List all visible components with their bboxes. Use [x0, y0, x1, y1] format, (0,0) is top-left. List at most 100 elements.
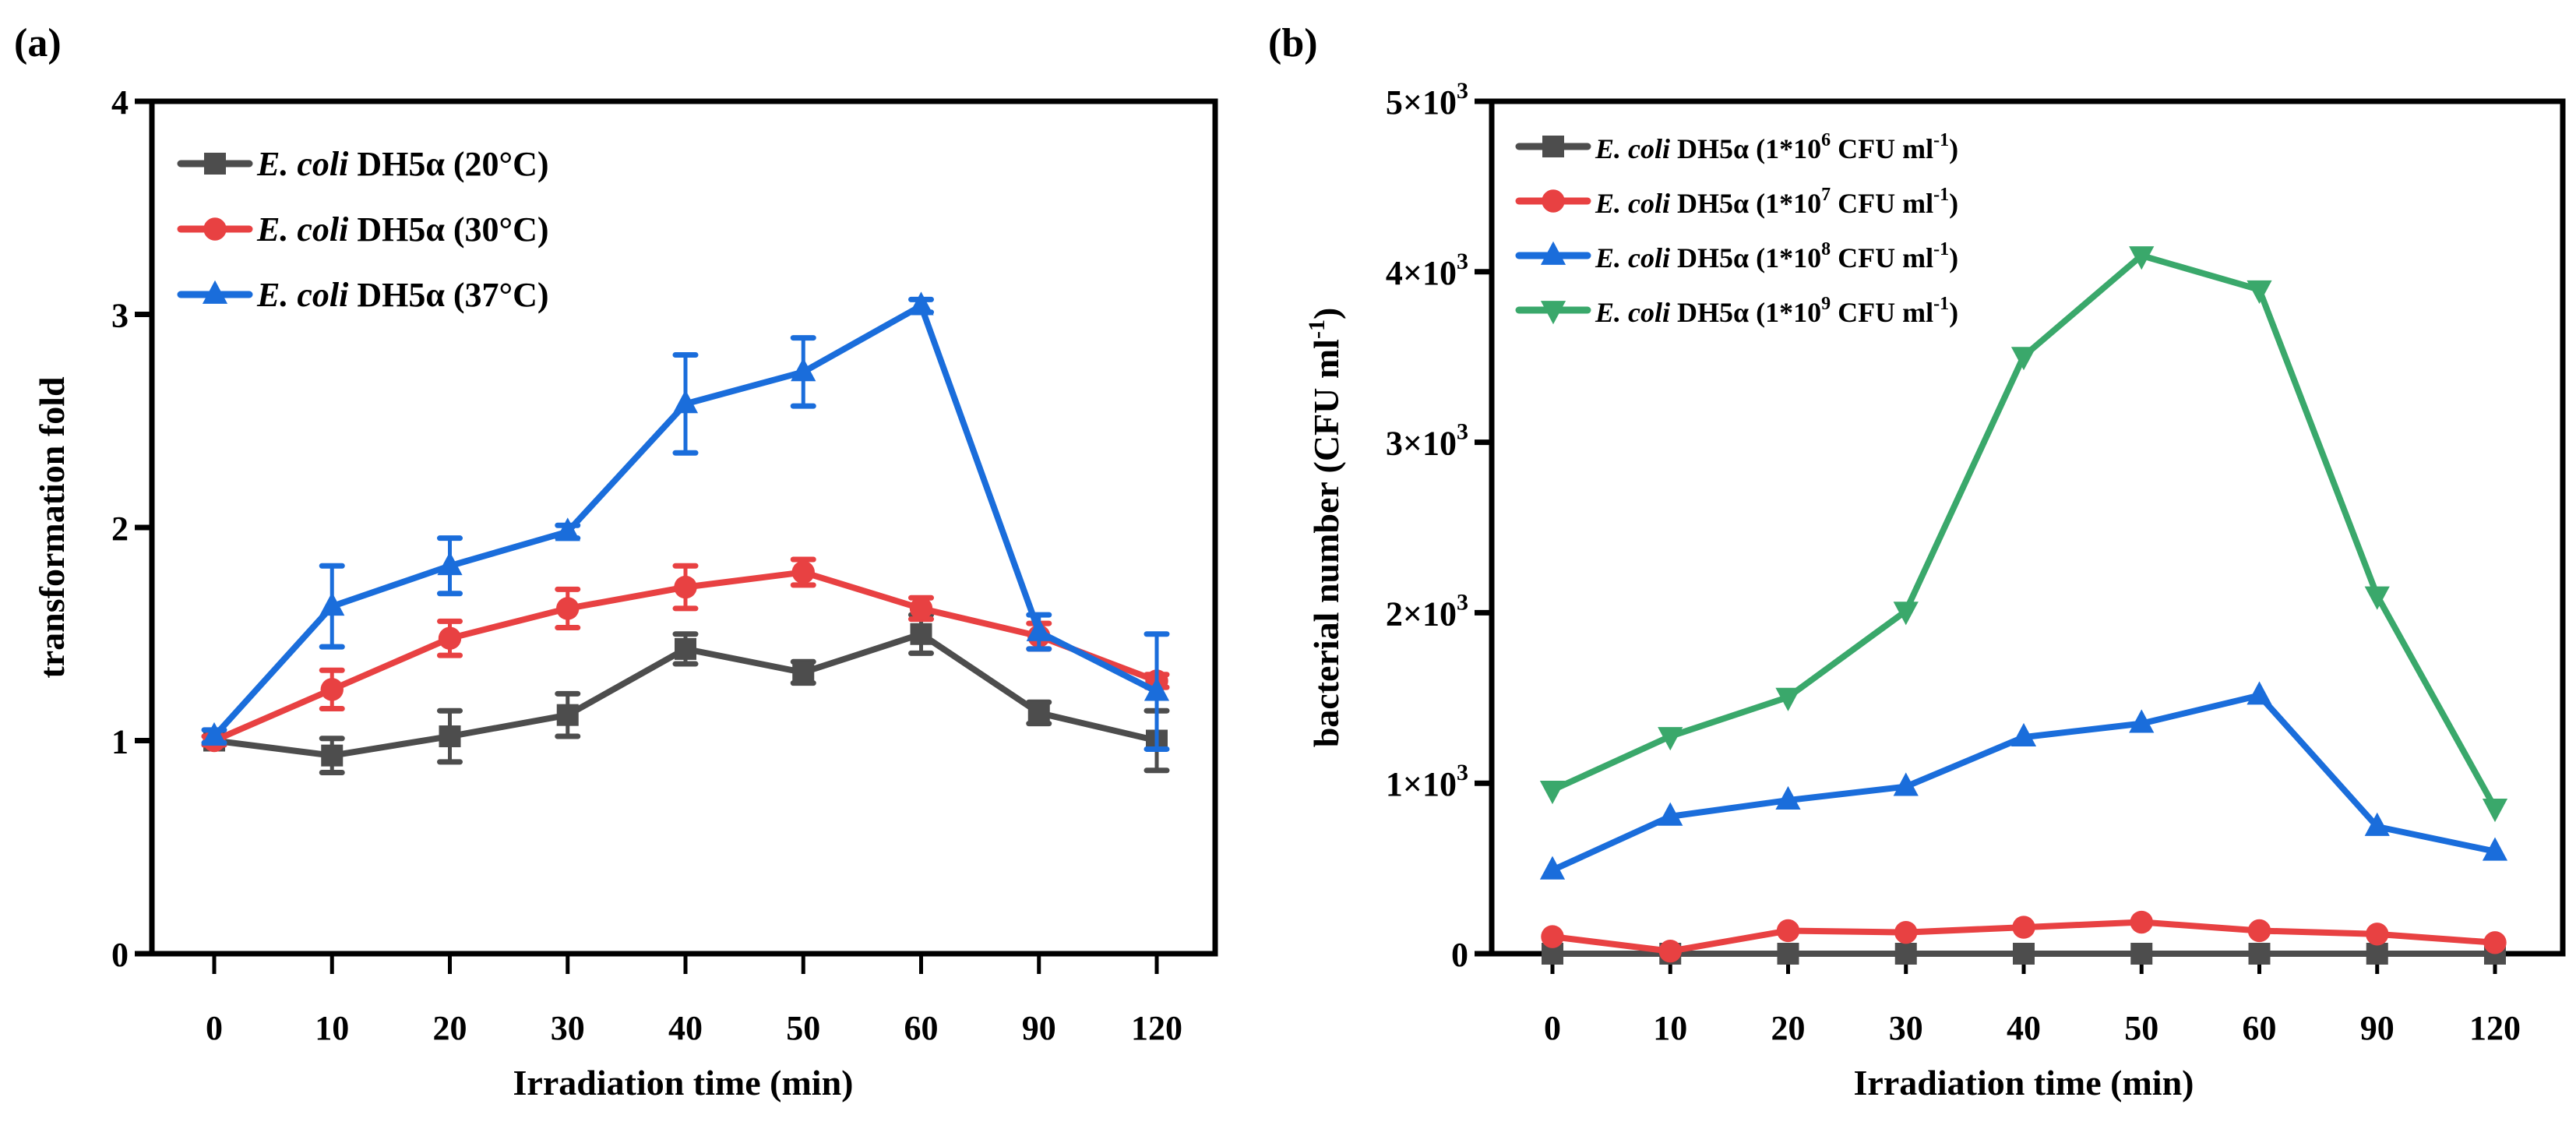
x-tick-label: 10 [1653, 1009, 1687, 1047]
data-point [2129, 246, 2155, 270]
y-tick-label: 2×103 [1386, 589, 1468, 633]
data-point [1894, 943, 1917, 965]
y-tick-label-mantissa: 0 [1451, 936, 1468, 974]
series-line [1551, 692, 2496, 873]
data-point [2012, 916, 2035, 939]
legend-label-exponent: 7 [1821, 185, 1831, 205]
series-1 [1542, 943, 2506, 965]
y-tick-label: 4×103 [1386, 249, 1468, 292]
data-point [1777, 943, 1799, 965]
y-tick-label-mantissa: 4×10 [1386, 254, 1457, 292]
data-point [556, 597, 580, 620]
legend-label: E. coli DH5α (37°C) [256, 276, 549, 314]
x-tick-label: 30 [1889, 1009, 1923, 1047]
legend-label: E. coli DH5α (20°C) [256, 145, 549, 183]
y-tick-label-mantissa: 2×10 [1386, 595, 1457, 633]
y-tick-label-mantissa: 5×10 [1386, 83, 1457, 122]
data-point [2247, 681, 2272, 705]
data-point [2129, 709, 2155, 733]
x-tick-label: 0 [1544, 1009, 1561, 1047]
panel-b-y-axis-title-main: bacterial number (CFU ml [1306, 339, 1346, 747]
data-point [2248, 943, 2271, 965]
data-point [2247, 280, 2272, 304]
x-tick-label: 50 [786, 1009, 820, 1047]
data-point [1658, 802, 1683, 826]
legend-label: E. coli DH5α (1*107 CFU ml-1) [1595, 185, 1958, 219]
panel-b-label: (b) [1268, 21, 1318, 65]
panel-a-chart: (a) 0 1 2 3 4 0 10 20 30 40 50 60 90 120 E. coli DH5… [14, 21, 1218, 1103]
series-1 [201, 612, 1170, 776]
x-tick-label: 40 [668, 1009, 703, 1047]
panel-b-x-axis-title: Irradiation time (min) [1854, 1063, 2194, 1103]
x-tick-label: 10 [315, 1009, 349, 1047]
y-tick-label: 4 [111, 83, 129, 122]
data-point [792, 661, 815, 683]
data-point [1144, 677, 1170, 701]
legend-label: E. coli DH5α (30°C) [256, 210, 549, 249]
data-point [2010, 347, 2037, 371]
legend-label-text: DH5α (1*10 [1670, 242, 1821, 273]
legend-label-unit: CFU ml [1831, 242, 1933, 273]
legend-label-italic: E. coli [256, 276, 349, 314]
legend-label-unit-exponent: -1 [1933, 294, 1949, 314]
x-tick-label: 60 [2243, 1009, 2277, 1047]
data-point [1539, 781, 1566, 805]
legend-item: E. coli DH5α (1*107 CFU ml-1) [1515, 185, 1958, 219]
data-point [1894, 920, 1918, 944]
data-point [672, 390, 699, 414]
data-point [2364, 586, 2390, 610]
legend-label-text: DH5α (20°C) [348, 145, 548, 183]
data-point [2247, 919, 2271, 943]
data-point [910, 623, 932, 645]
legend-label-text: DH5α (1*10 [1670, 133, 1821, 164]
y-tick-label: 2 [111, 510, 129, 548]
legend-marker-icon [1540, 241, 1566, 265]
data-point [2013, 943, 2035, 965]
data-point [908, 291, 934, 316]
x-tick-label: 60 [904, 1009, 939, 1047]
x-tick-label: 20 [433, 1009, 467, 1047]
data-point [319, 591, 345, 616]
data-point [201, 722, 227, 746]
data-point [675, 637, 696, 660]
legend-label-unit-exponent: -1 [1933, 185, 1949, 205]
legend-label: E. coli DH5α (1*108 CFU ml-1) [1595, 239, 1958, 273]
y-tick-label-exponent: 3 [1457, 78, 1468, 104]
data-point [791, 358, 816, 382]
x-tick-label: 40 [2007, 1009, 2041, 1047]
data-point [321, 744, 344, 767]
data-point [1776, 919, 1800, 943]
y-tick-label-mantissa: 3×10 [1386, 425, 1457, 463]
x-tick-label: 90 [1022, 1009, 1056, 1047]
legend-label-unit: CFU ml [1831, 297, 1933, 328]
legend-label-italic: E. coli [256, 210, 349, 249]
y-tick-label: 0 [1451, 936, 1468, 974]
legend-label-unit-exponent: -1 [1933, 239, 1949, 259]
data-point [2483, 931, 2507, 954]
data-point [2130, 910, 2153, 934]
data-point [1893, 772, 1919, 796]
y-tick-label-exponent: 3 [1457, 760, 1468, 785]
x-tick-label: 30 [551, 1009, 585, 1047]
y-tick-label: 1 [111, 723, 129, 761]
panel-a-x-axis-title: Irradiation time (min) [513, 1063, 854, 1103]
data-point [1658, 727, 1683, 751]
y-tick-label-mantissa: 1×10 [1386, 765, 1457, 803]
legend-item: E. coli DH5α (30°C) [177, 210, 549, 249]
legend-label-close: ) [1949, 133, 1958, 164]
data-point [1539, 856, 1566, 880]
data-point [909, 597, 933, 620]
data-point [1893, 602, 1919, 626]
legend-item: E. coli DH5α (1*108 CFU ml-1) [1515, 239, 1958, 273]
data-point [2482, 837, 2508, 861]
data-point [437, 552, 463, 576]
data-point [674, 575, 697, 599]
y-tick-label-exponent: 3 [1457, 249, 1468, 274]
data-point [1026, 617, 1052, 641]
y-tick-label-exponent: 3 [1457, 419, 1468, 445]
legend-marker-icon [1540, 301, 1566, 325]
legend-label-close: ) [1949, 188, 1958, 219]
legend-label-italic: E. coli [256, 145, 349, 183]
